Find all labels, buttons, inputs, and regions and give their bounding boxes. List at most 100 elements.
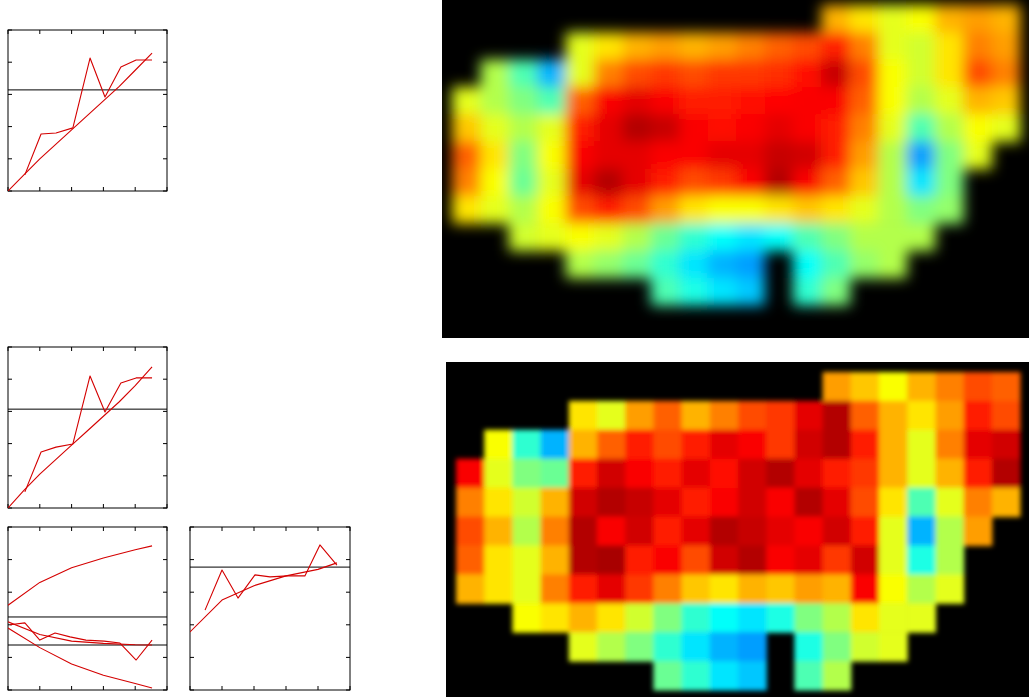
heat-cell (823, 661, 852, 691)
heat-cell (906, 223, 935, 251)
heat-cell (484, 545, 513, 575)
heat-cell (793, 169, 822, 197)
heat-cell (456, 517, 485, 547)
heat-cell (821, 5, 850, 33)
heat-cell (509, 114, 538, 142)
heat-cell (708, 87, 737, 115)
heat-cell (764, 114, 793, 142)
heat-cell (850, 87, 879, 115)
heat-cell (682, 459, 711, 489)
y-tick (163, 624, 167, 625)
x-tick (286, 527, 287, 531)
heat-cell (821, 32, 850, 60)
heat-cell (766, 574, 795, 604)
heat-cell (682, 661, 711, 691)
heat-cell (738, 545, 767, 575)
heat-cell (569, 574, 598, 604)
line-panel (8, 347, 167, 508)
map-background (446, 362, 1029, 697)
x-tick (167, 30, 168, 34)
heat-cell (794, 517, 823, 547)
heat-cell (509, 169, 538, 197)
heat-cell (512, 517, 541, 547)
x-tick (190, 527, 191, 531)
x-tick (71, 187, 72, 191)
heat-cell (766, 517, 795, 547)
heat-cell (906, 196, 935, 224)
x-tick (39, 527, 40, 531)
heat-cell (708, 60, 737, 88)
heat-cell (679, 60, 708, 88)
heat-cell (935, 459, 964, 489)
y-tick (163, 527, 167, 528)
heat-cell (793, 141, 822, 169)
plot-frame (8, 30, 167, 191)
heat-cell (682, 632, 711, 662)
heat-cell (821, 223, 850, 251)
reference-line (8, 616, 167, 617)
heat-cell (651, 250, 680, 278)
heat-cell (964, 372, 993, 402)
heat-cell (851, 401, 880, 431)
heat-cell (541, 488, 570, 518)
heat-cell (597, 517, 626, 547)
heat-cell (653, 661, 682, 691)
plot-area (8, 546, 167, 688)
heat-cell (794, 545, 823, 575)
heat-cell (935, 372, 964, 402)
heat-cell (710, 401, 739, 431)
heat-cell (879, 603, 908, 633)
heat-cell (794, 603, 823, 633)
heat-cell (793, 223, 822, 251)
heat-cell (963, 32, 992, 60)
reference-line (8, 89, 167, 90)
y-tick (8, 62, 12, 63)
x-tick (8, 30, 9, 34)
heat-cell (566, 196, 595, 224)
x-tick (222, 527, 223, 531)
heat-cell (594, 250, 623, 278)
heat-cell (850, 5, 879, 33)
heat-cell (850, 223, 879, 251)
heat-cell (710, 661, 739, 691)
heat-cell (710, 430, 739, 460)
heat-cell (452, 141, 481, 169)
heat-cell (794, 574, 823, 604)
heat-cell (907, 459, 936, 489)
heat-cell (823, 488, 852, 518)
heat-cell (537, 141, 566, 169)
x-tick (71, 686, 72, 690)
heat-cell (537, 196, 566, 224)
plot-frame (8, 347, 167, 508)
data-line (205, 545, 337, 610)
y-tick (8, 657, 12, 658)
heat-cell (597, 459, 626, 489)
heat-cell (907, 401, 936, 431)
heat-cell (879, 574, 908, 604)
heat-cell (594, 141, 623, 169)
y-tick (8, 30, 12, 31)
line-panel (8, 30, 167, 191)
heat-cell (793, 196, 822, 224)
heat-cell (710, 574, 739, 604)
y-tick (8, 592, 12, 593)
x-tick (103, 686, 104, 690)
heat-cell (541, 430, 570, 460)
heat-cell (679, 114, 708, 142)
heat-cell (566, 114, 595, 142)
heat-cell (512, 574, 541, 604)
heat-cell (823, 430, 852, 460)
heat-cell (992, 430, 1021, 460)
heat-cell (594, 32, 623, 60)
plot-area (8, 367, 167, 508)
heat-cell (597, 574, 626, 604)
heat-cell (625, 545, 654, 575)
heat-cell (480, 141, 509, 169)
heat-cell (851, 574, 880, 604)
x-tick (103, 504, 104, 508)
heat-cell (907, 545, 936, 575)
heat-cell (679, 141, 708, 169)
heat-cell (821, 60, 850, 88)
map-cells (452, 5, 1021, 306)
heat-cell (964, 517, 993, 547)
